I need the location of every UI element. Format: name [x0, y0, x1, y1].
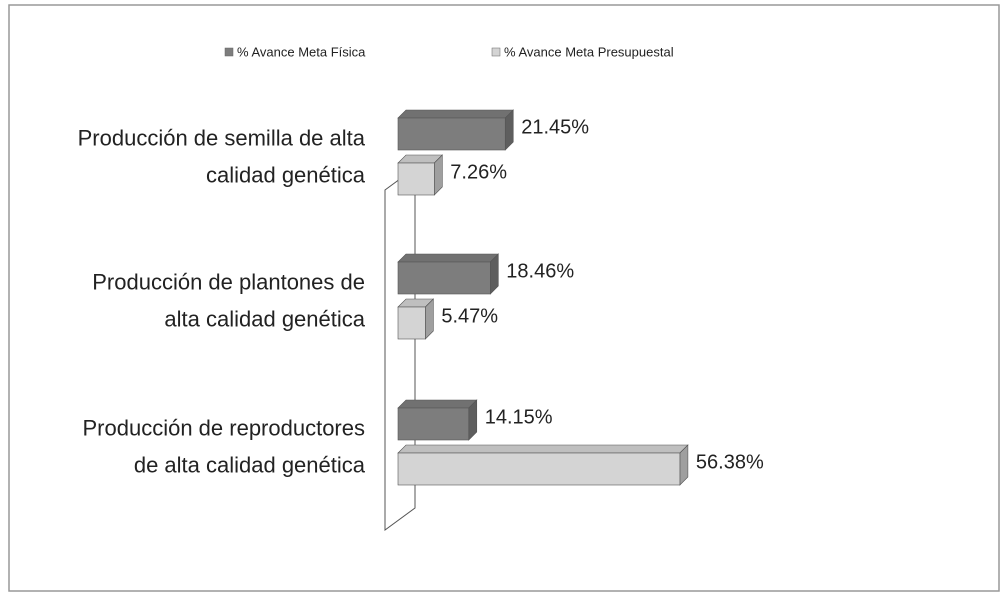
category-label: Producción de plantones de [92, 269, 365, 294]
bar-top [397, 253, 500, 263]
category-label: alta calidad genética [164, 306, 365, 331]
category-label: Producción de semilla de alta [78, 125, 366, 150]
category-label: de alta calidad genética [134, 452, 366, 477]
bar [397, 162, 435, 196]
bar [397, 261, 491, 295]
value-label: 5.47% [441, 305, 498, 327]
category-label: Producción de reproductores [83, 415, 366, 440]
value-label: 18.46% [506, 260, 574, 282]
bar [397, 306, 426, 340]
value-label: 56.38% [696, 451, 764, 473]
legend-swatch [491, 47, 501, 57]
legend-swatch [224, 47, 234, 57]
bar-top [397, 399, 478, 409]
bar-top [397, 444, 689, 454]
value-label: 21.45% [521, 116, 589, 138]
category-label: calidad genética [206, 162, 366, 187]
bar [397, 452, 681, 486]
bar [397, 117, 506, 151]
legend-label: % Avance Meta Presupuestal [504, 44, 674, 59]
legend-label: % Avance Meta Física [237, 44, 366, 59]
bar-top [397, 109, 514, 119]
value-label: 14.15% [485, 406, 553, 428]
value-label: 7.26% [450, 161, 507, 183]
bar [397, 407, 470, 441]
chart-frame [8, 4, 1000, 592]
